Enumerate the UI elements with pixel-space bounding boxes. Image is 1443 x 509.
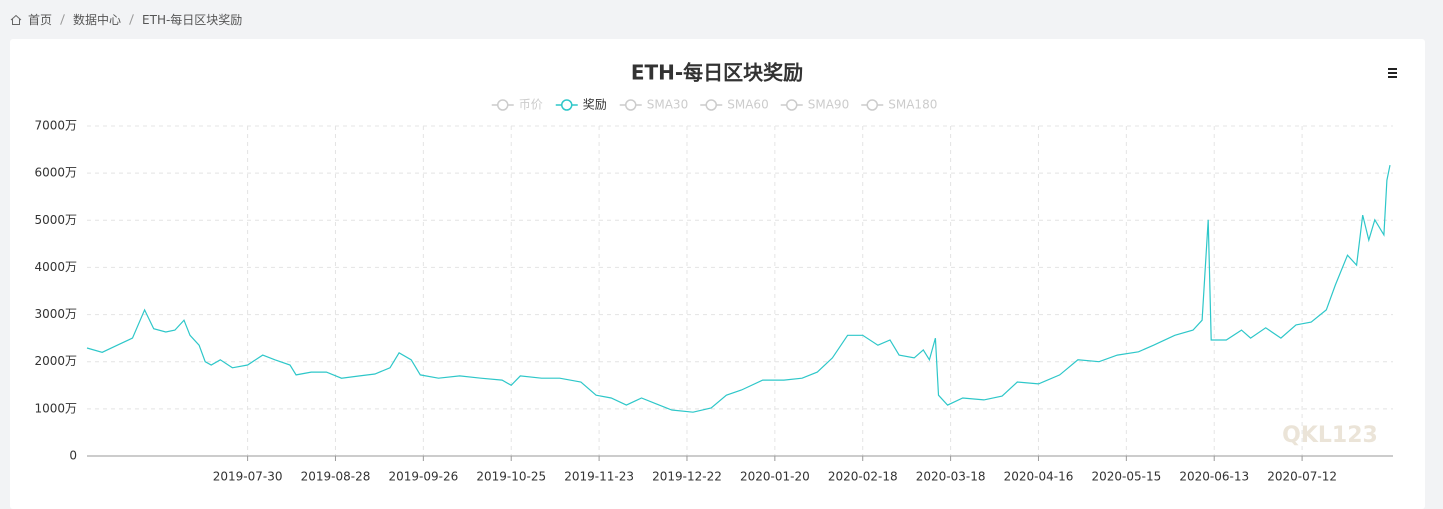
x-tick-label: 2019-07-30	[213, 470, 283, 484]
x-tick-label: 2020-05-15	[1091, 470, 1161, 484]
legend-label: 币价	[519, 98, 543, 112]
legend-label: SMA60	[727, 98, 768, 112]
breadcrumb: 首页 数据中心 ETH-每日区块奖励	[10, 11, 244, 28]
legend-marker	[866, 99, 878, 111]
breadcrumb-current: ETH-每日区块奖励	[142, 13, 243, 27]
x-tick-label: 2019-09-26	[388, 470, 458, 484]
y-tick-label: 5000万	[34, 213, 77, 227]
x-tick-label: 2020-04-16	[1004, 470, 1074, 484]
y-tick-label: 2000万	[34, 354, 77, 368]
legend-marker	[786, 99, 798, 111]
y-tick-label: 0	[69, 449, 77, 463]
legend-label: SMA90	[808, 98, 849, 112]
watermark: QKL123	[1282, 423, 1378, 448]
x-tick-label: 2020-02-18	[828, 470, 898, 484]
x-tick-label: 2019-11-23	[564, 470, 634, 484]
x-tick-label: 2020-03-18	[916, 470, 986, 484]
y-tick-label: 7000万	[34, 119, 77, 133]
legend: 币价 奖励 SMA30 SMA60 SMA90 SMA180	[491, 98, 937, 112]
menu-button[interactable]	[1384, 66, 1400, 82]
breadcrumb-link[interactable]: 数据中心	[73, 13, 122, 27]
legend-item[interactable]: SMA60	[700, 98, 769, 112]
data-line	[86, 164, 1391, 413]
legend-item[interactable]: SMA180	[861, 98, 937, 112]
legend-item[interactable]: 奖励	[555, 98, 607, 112]
x-tick-label: 2020-07-12	[1267, 470, 1337, 484]
y-tick-label: 6000万	[34, 166, 77, 180]
y-tick-label: 3000万	[34, 307, 77, 321]
y-tick-label: 4000万	[34, 260, 77, 274]
legend-marker	[625, 99, 637, 111]
legend-item[interactable]: SMA90	[780, 98, 849, 112]
x-tick-label: 2020-01-20	[740, 470, 810, 484]
legend-item[interactable]: 币价	[491, 98, 543, 112]
x-tick-label: 2019-12-22	[652, 470, 722, 484]
legend-marker	[705, 99, 717, 111]
legend-marker	[561, 99, 573, 111]
legend-label: 奖励	[583, 98, 607, 112]
x-tick-label: 2019-08-28	[301, 470, 371, 484]
legend-item[interactable]: SMA30	[619, 98, 688, 112]
legend-label: SMA180	[888, 98, 937, 112]
legend-marker	[497, 99, 509, 111]
home-icon	[10, 14, 22, 25]
page: {"breadcrumb": ["首页", "数据中心", "ETH-每日区块奖…	[10, 11, 1425, 509]
x-tick-label: 2020-06-13	[1179, 470, 1249, 484]
chart-title: ETH-每日区块奖励	[631, 61, 803, 85]
legend-label: SMA30	[647, 98, 688, 112]
chart: ETH-每日区块奖励 0 1000万 2000万 3000万 4000万 5000万 600…	[34, 61, 1400, 484]
y-tick-label: 1000万	[34, 401, 77, 415]
x-tick-label: 2019-10-25	[476, 470, 546, 484]
chart-card	[10, 39, 1425, 509]
breadcrumb-link[interactable]: 首页	[28, 13, 53, 27]
